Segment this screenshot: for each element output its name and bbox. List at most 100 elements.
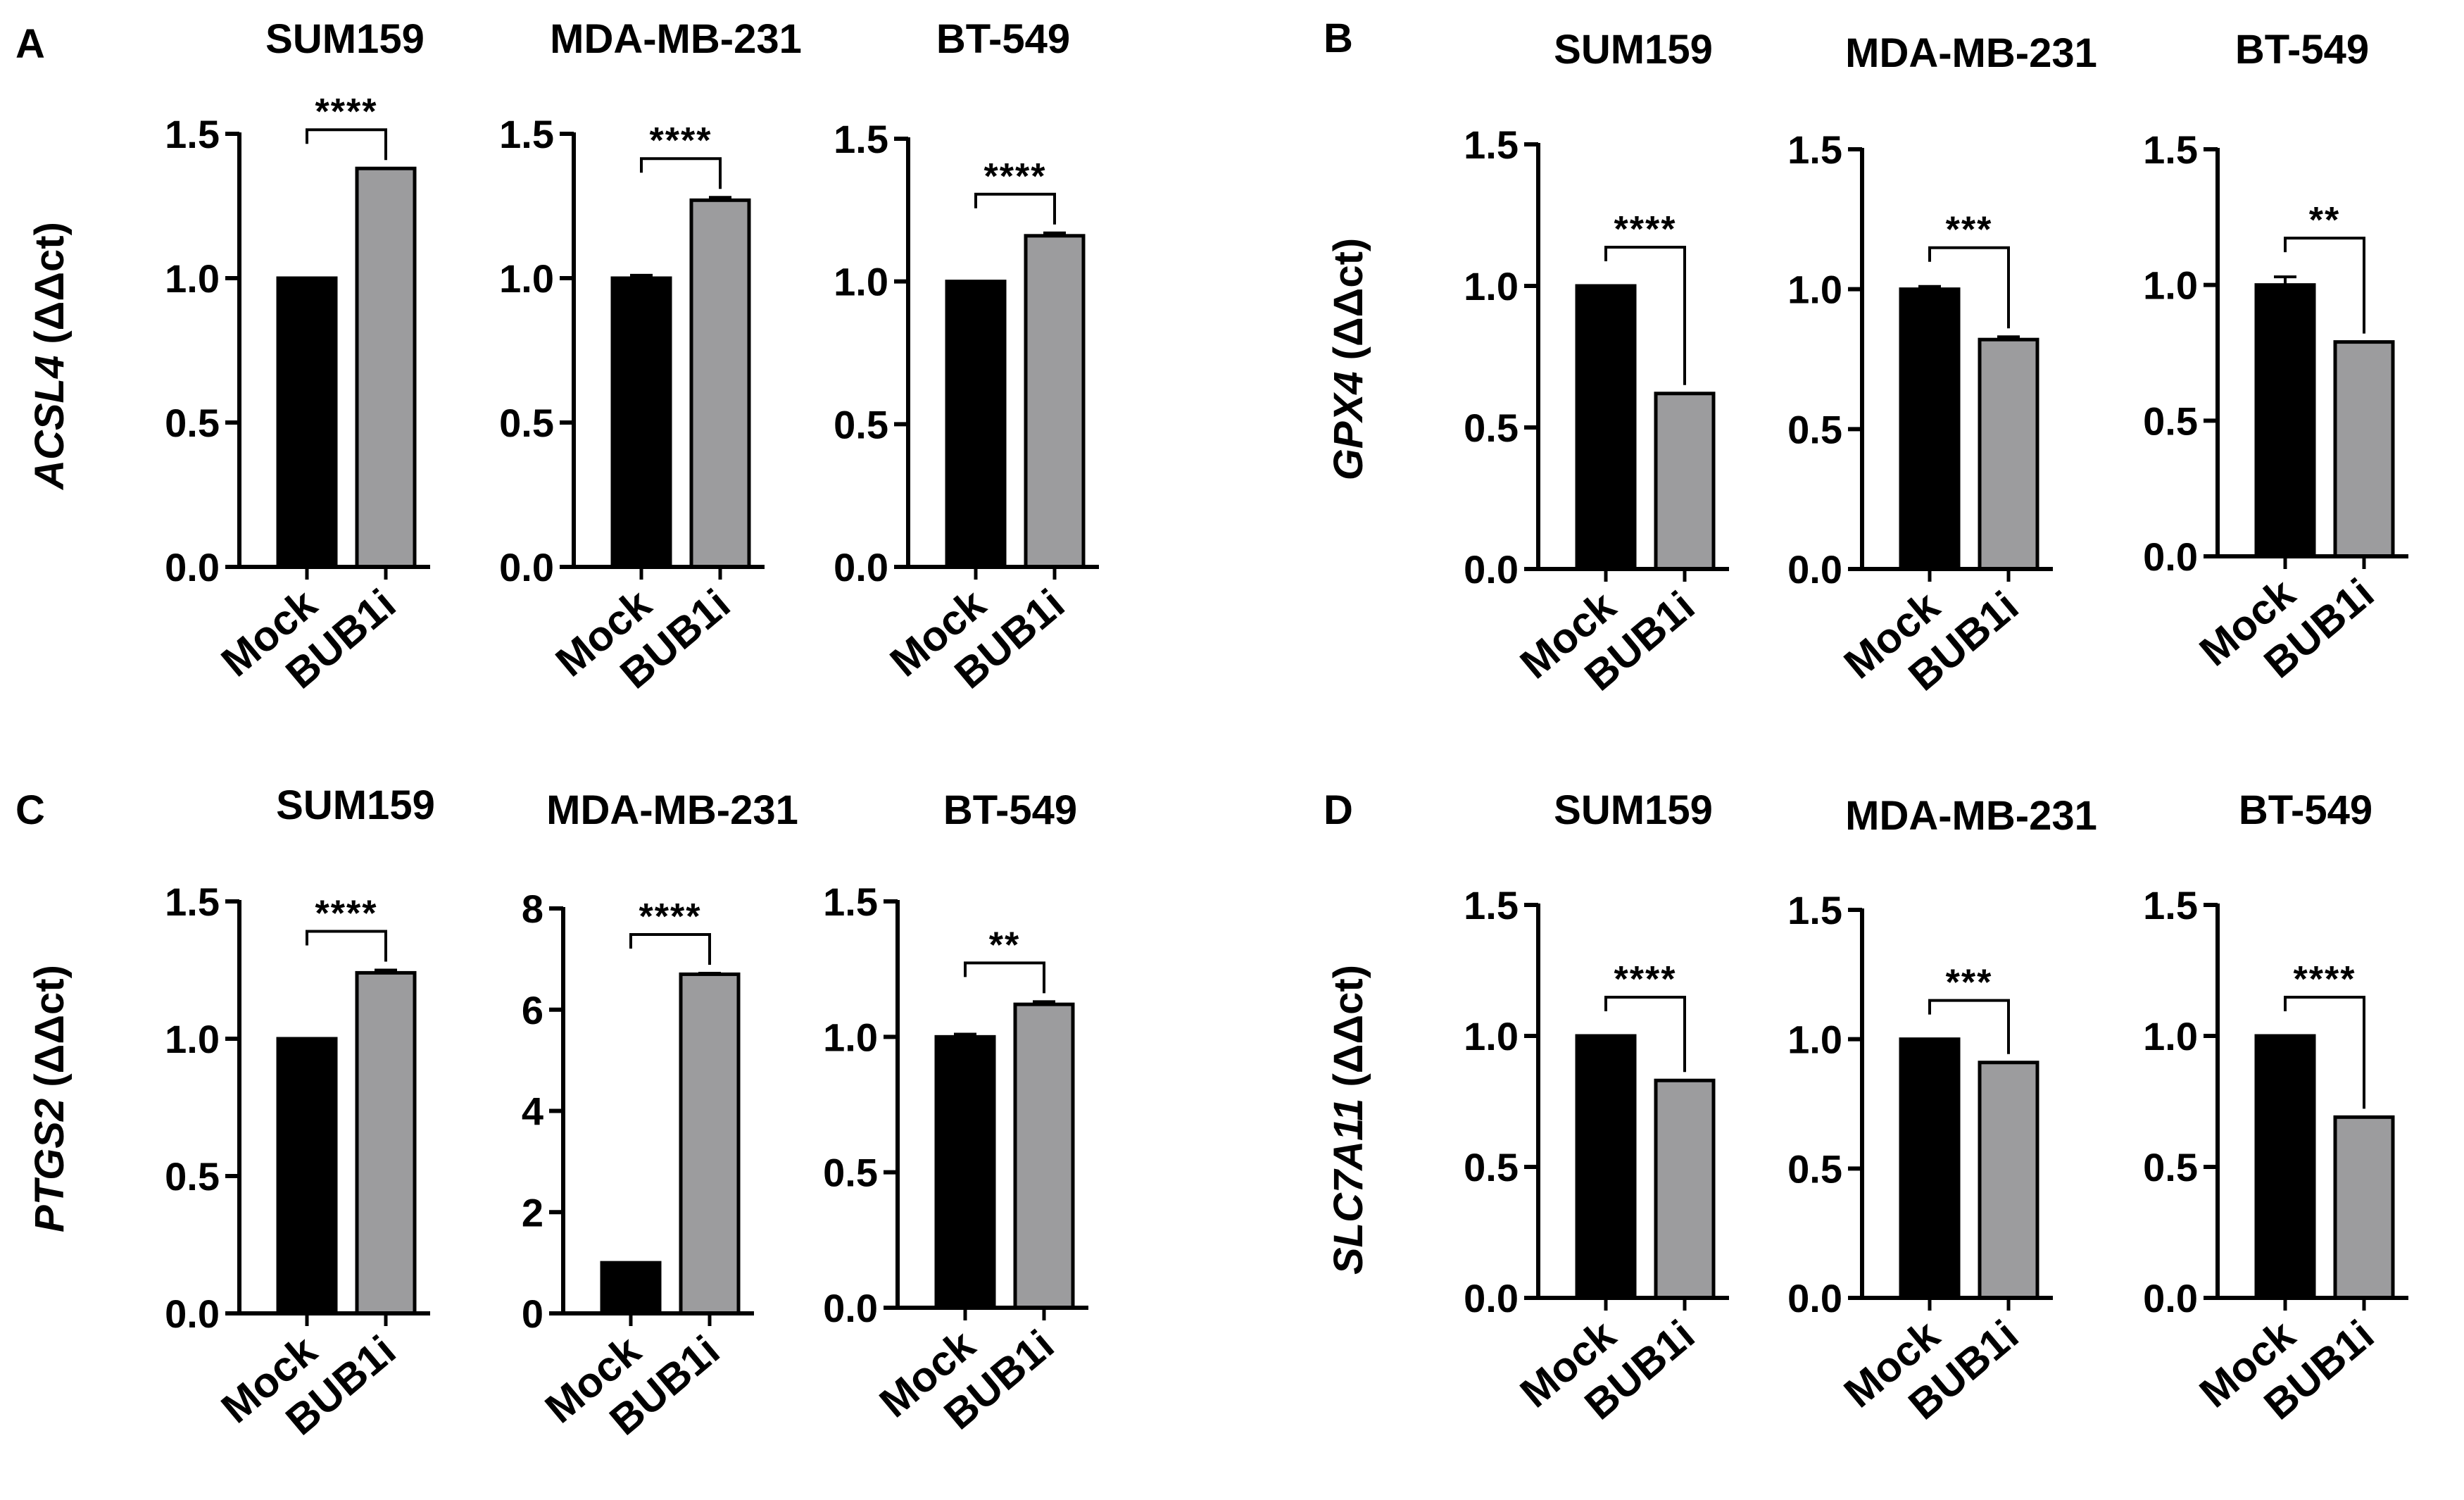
y-tick-label: 0.5: [165, 1154, 220, 1199]
y-tick-label: 0.0: [1787, 547, 1842, 592]
y-tick-label: 0.5: [499, 401, 554, 445]
cell-line-title: SUM159: [1554, 27, 1713, 73]
significance-bracket: [306, 930, 387, 962]
significance-bracket: [2284, 996, 2365, 1109]
y-axis-gene-b: GPX4: [1326, 371, 1371, 480]
y-tick-label: 1.0: [1787, 268, 1842, 312]
bar-bub1i: [1013, 1002, 1075, 1310]
significance-label: **: [989, 925, 1020, 965]
y-tick-label: 1.0: [1464, 1014, 1519, 1058]
y-tick-label: 0.0: [1464, 547, 1519, 592]
y-tick-label: 0.0: [823, 1286, 878, 1330]
bar-mock: [1899, 287, 1961, 571]
y-tick-label: 1.0: [165, 1017, 220, 1061]
y-tick-label: 2: [522, 1190, 543, 1235]
cell-line-title: BT-549: [936, 16, 1070, 62]
y-axis-unit-b: (ΔΔct): [1326, 238, 1371, 372]
bar-bub1i: [2333, 1115, 2395, 1300]
bar-bub1i: [355, 970, 417, 1315]
y-axis-unit-c: (ΔΔct): [27, 965, 73, 1099]
bar-mock: [276, 276, 338, 569]
y-tick-label: 0.5: [1787, 1146, 1842, 1191]
y-tick-label: 1.5: [1464, 123, 1519, 167]
significance-bracket: [1604, 996, 1686, 1073]
bar-mock: [600, 1261, 662, 1315]
y-tick-label: 0.5: [165, 401, 220, 445]
significance-label: ****: [315, 92, 378, 132]
significance-bracket: [1604, 246, 1686, 385]
y-tick-label: 1.0: [1464, 264, 1519, 308]
y-tick-label: 0: [522, 1292, 543, 1336]
significance-label: ****: [639, 896, 702, 937]
cell-line-title: BT-549: [943, 787, 1077, 833]
bar-mock: [2254, 1034, 2316, 1300]
cell-line-title: MDA-MB-231: [1845, 793, 2097, 839]
bar-bub1i: [1654, 392, 1716, 571]
bar-mock: [2254, 283, 2316, 558]
bar-bub1i: [355, 166, 417, 569]
y-tick-label: 0.5: [2143, 399, 2198, 443]
cell-line-title: MDA-MB-231: [546, 787, 798, 833]
y-tick-label: 0.5: [1464, 406, 1519, 450]
y-tick-label: 1.0: [165, 256, 220, 301]
y-tick-label: 0.5: [823, 1151, 878, 1195]
subcharts: SUM1590.00.51.01.5MockBUB1i****MDA-MB-23…: [165, 16, 2408, 1444]
y-tick-label: 1.5: [2143, 883, 2198, 927]
bar-bub1i: [2333, 340, 2395, 558]
cell-line-title: BT-549: [2239, 787, 2372, 833]
y-tick-label: 1.5: [834, 117, 888, 161]
y-tick-label: 0.0: [2143, 535, 2198, 579]
y-tick-label: 1.0: [834, 260, 888, 304]
panel-letter-c: C: [15, 787, 45, 833]
bar-mock: [610, 276, 672, 569]
y-axis-gene-a: ACSL4: [27, 356, 73, 491]
y-tick-label: 4: [522, 1089, 543, 1134]
y-tick-label: 1.0: [1787, 1018, 1842, 1062]
y-tick-label: 1.5: [823, 880, 878, 924]
cell-line-title: MDA-MB-231: [1845, 30, 2097, 76]
cell-line-title: MDA-MB-231: [550, 16, 802, 62]
y-tick-label: 1.0: [823, 1015, 878, 1059]
y-axis-label-c: PTGS2 (ΔΔct): [27, 965, 73, 1232]
bar-mock: [934, 1035, 996, 1310]
bar-mock: [1575, 284, 1637, 571]
y-tick-label: 8: [522, 887, 543, 931]
y-axis-unit-d: (ΔΔct): [1326, 965, 1371, 1099]
significance-label: ****: [1614, 209, 1677, 250]
y-tick-label: 0.5: [834, 402, 888, 446]
bar-bub1i: [1654, 1078, 1716, 1300]
y-tick-label: 1.0: [2143, 1014, 2198, 1058]
y-tick-label: 1.0: [2143, 263, 2198, 308]
y-tick-label: 0.0: [165, 545, 220, 589]
significance-bracket: [306, 128, 387, 161]
y-axis-label-b: GPX4 (ΔΔct): [1326, 238, 1371, 480]
bar-mock: [1575, 1034, 1637, 1300]
bar-bub1i: [1978, 337, 2039, 571]
panel-letter-b: B: [1324, 15, 1353, 61]
y-tick-label: 0.5: [2143, 1145, 2198, 1189]
y-tick-label: 1.5: [165, 880, 220, 924]
panel-letter-d: D: [1324, 787, 1353, 833]
y-tick-label: 0.0: [1464, 1276, 1519, 1320]
significance-bracket: [2284, 237, 2365, 334]
y-tick-label: 0.5: [1464, 1145, 1519, 1189]
y-tick-label: 0.0: [2143, 1276, 2198, 1320]
bar-bub1i: [689, 198, 751, 569]
panel-letter-a: A: [15, 21, 45, 67]
y-tick-label: 0.5: [1787, 407, 1842, 451]
significance-bracket: [640, 157, 722, 189]
significance-label: **: [2309, 200, 2340, 241]
y-tick-label: 1.0: [499, 256, 554, 301]
y-tick-label: 1.5: [1787, 127, 1842, 172]
significance-bracket: [629, 933, 711, 965]
bar-bub1i: [679, 972, 741, 1315]
cell-line-title: SUM159: [1554, 787, 1713, 833]
